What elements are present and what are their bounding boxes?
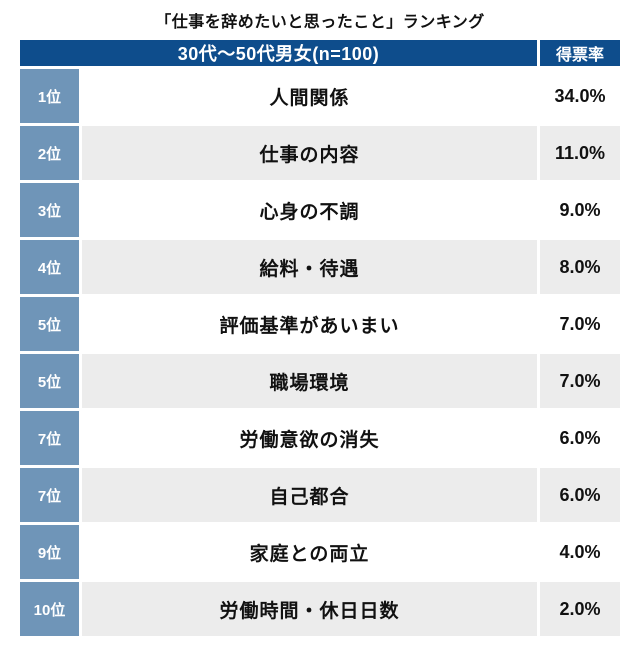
item-cell: 人間関係 [82, 69, 537, 123]
table-row: 1位 人間関係 34.0% [20, 69, 620, 123]
rate-cell: 34.0% [540, 69, 620, 123]
item-cell: 心身の不調 [82, 183, 537, 237]
rate-cell: 9.0% [540, 183, 620, 237]
rate-cell: 4.0% [540, 525, 620, 579]
item-cell: 職場環境 [82, 354, 537, 408]
rate-cell: 2.0% [540, 582, 620, 636]
table-row: 7位 自己都合 6.0% [20, 468, 620, 522]
table-row: 5位 評価基準があいまい 7.0% [20, 297, 620, 351]
item-cell: 評価基準があいまい [82, 297, 537, 351]
rate-cell: 8.0% [540, 240, 620, 294]
item-cell: 労働意欲の消失 [82, 411, 537, 465]
item-cell: 家庭との両立 [82, 525, 537, 579]
table-row: 7位 労働意欲の消失 6.0% [20, 411, 620, 465]
page-title: 「仕事を辞めたいと思ったこと」ランキング [155, 14, 485, 31]
rank-cell: 2位 [20, 126, 79, 180]
rank-cell: 1位 [20, 69, 79, 123]
table-row: 10位 労働時間・休日日数 2.0% [20, 582, 620, 636]
rate-cell: 11.0% [540, 126, 620, 180]
rank-cell: 10位 [20, 582, 79, 636]
rate-cell: 6.0% [540, 411, 620, 465]
rank-cell: 9位 [20, 525, 79, 579]
rate-header-cell: 得票率 [540, 40, 620, 66]
rate-cell: 7.0% [540, 297, 620, 351]
table-row: 3位 心身の不調 9.0% [20, 183, 620, 237]
rank-cell: 5位 [20, 354, 79, 408]
rank-cell: 3位 [20, 183, 79, 237]
item-cell: 仕事の内容 [82, 126, 537, 180]
item-cell: 労働時間・休日日数 [82, 582, 537, 636]
rank-cell: 5位 [20, 297, 79, 351]
rank-cell: 7位 [20, 411, 79, 465]
table-header-row: 30代〜50代男女(n=100) 得票率 [20, 40, 620, 66]
rank-cell: 7位 [20, 468, 79, 522]
table-row: 2位 仕事の内容 11.0% [20, 126, 620, 180]
table-row: 9位 家庭との両立 4.0% [20, 525, 620, 579]
rate-cell: 7.0% [540, 354, 620, 408]
table-row: 5位 職場環境 7.0% [20, 354, 620, 408]
rate-cell: 6.0% [540, 468, 620, 522]
group-header-cell: 30代〜50代男女(n=100) [20, 40, 537, 66]
ranking-table: 30代〜50代男女(n=100) 得票率 1位 人間関係 34.0% 2位 仕事… [17, 37, 623, 639]
item-cell: 自己都合 [82, 468, 537, 522]
table-row: 4位 給料・待遇 8.0% [20, 240, 620, 294]
rank-cell: 4位 [20, 240, 79, 294]
item-cell: 給料・待遇 [82, 240, 537, 294]
